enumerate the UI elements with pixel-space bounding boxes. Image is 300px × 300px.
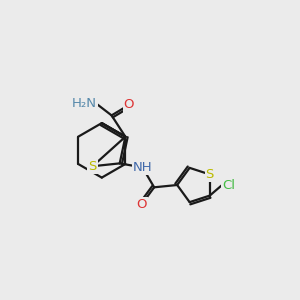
Text: O: O: [136, 198, 147, 211]
Text: S: S: [206, 168, 214, 181]
Text: NH: NH: [133, 161, 152, 174]
Text: S: S: [88, 160, 97, 173]
Text: H₂N: H₂N: [72, 97, 97, 110]
Text: O: O: [124, 98, 134, 112]
Text: Cl: Cl: [222, 178, 235, 192]
